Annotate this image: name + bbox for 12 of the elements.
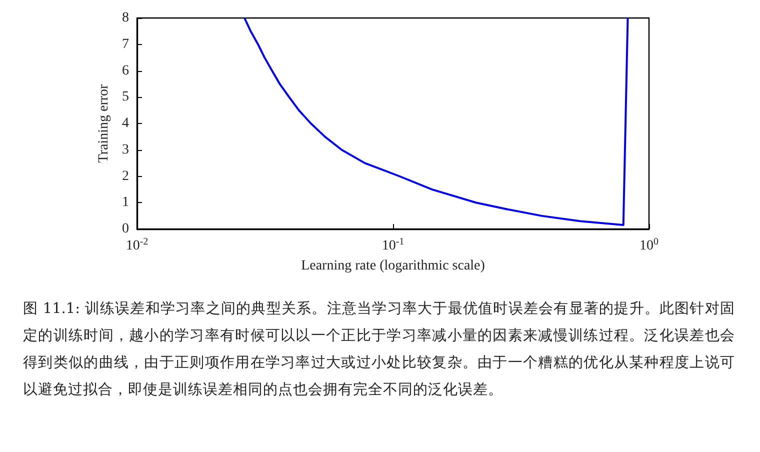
y-tick-label: 2 — [122, 168, 129, 184]
y-axis-title: Training error — [96, 84, 112, 163]
y-tick-label: 4 — [122, 116, 129, 131]
y-tick-label: 5 — [122, 90, 129, 105]
y-tick-label: 0 — [122, 222, 129, 236]
y-tick-label: 8 — [122, 10, 129, 26]
y-tick-label: 6 — [122, 63, 129, 78]
y-tick-label: 3 — [122, 142, 129, 158]
y-tick-label: 7 — [122, 36, 129, 52]
x-axis-title: Learning rate (logarithmic scale) — [301, 258, 486, 274]
caption: 图 11.1: 训练误差和学习率之间的典型关系。注意当学习率大于最优值时误差会有显著的提升。此图针对固定的训练时间，越小的学习率有时候可以以一个正比于学习率减小量的因素来减慢训练过程。泛化误差也会得到类似的曲线，由于正则项作用在学习率过大或过小处比较复杂。由于一个糟糕的优化从某种程度上说可以避免过拟合，即使是训练误差相同的点也会拥有完全不同的泛化误差。 — [23, 300, 735, 400]
y-tick-label: 1 — [122, 195, 129, 210]
